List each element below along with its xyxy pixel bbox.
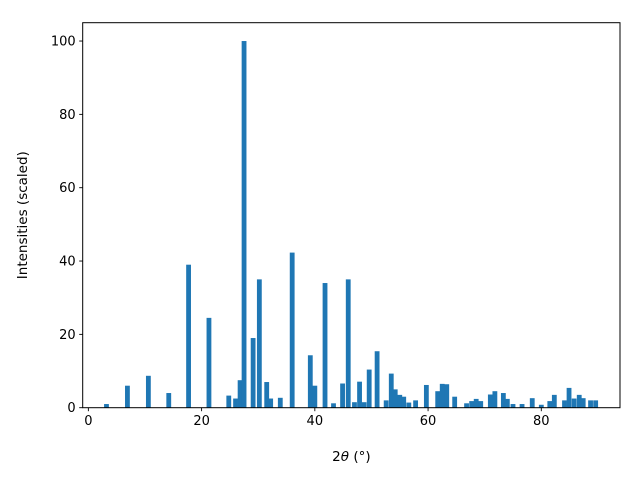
y-tick-label: 100	[51, 35, 76, 50]
bar	[268, 398, 274, 408]
bar	[566, 387, 572, 408]
bar	[452, 396, 458, 408]
bar	[340, 383, 345, 408]
bar	[166, 393, 172, 408]
bar	[519, 404, 525, 408]
bar	[392, 389, 398, 408]
bar	[352, 402, 357, 408]
bar	[374, 351, 380, 408]
bar	[277, 397, 283, 408]
bar	[289, 252, 295, 408]
plot-border	[82, 22, 621, 409]
y-tick-label: 0	[67, 401, 75, 416]
x-tick-label: 60	[420, 414, 437, 429]
x-tick-label: 40	[307, 414, 324, 429]
bar	[125, 385, 130, 408]
bar	[588, 400, 593, 408]
bar	[361, 402, 367, 408]
x-tick-label: 20	[193, 414, 210, 429]
bar	[233, 398, 238, 408]
bar	[580, 398, 586, 408]
ticks-layer: 0 20 40 60 80 0 20 40 60 80 100	[51, 35, 550, 430]
bar	[571, 398, 577, 408]
bar	[104, 404, 109, 408]
y-tick-label: 60	[59, 181, 76, 196]
bar	[366, 369, 372, 408]
bar	[529, 398, 535, 408]
bar	[492, 391, 498, 408]
bar	[487, 394, 493, 408]
y-tick-label: 80	[59, 108, 76, 123]
bar	[576, 394, 582, 408]
bar	[444, 384, 450, 408]
bar	[312, 385, 318, 408]
bar	[547, 401, 553, 408]
bar	[237, 380, 243, 408]
bar	[383, 400, 389, 408]
y-tick-label: 40	[59, 255, 76, 270]
y-axis-label: Intensities (scaled)	[15, 151, 31, 279]
bar	[435, 391, 441, 408]
bar	[145, 375, 151, 408]
bar	[406, 402, 412, 408]
bar	[551, 394, 557, 408]
bar	[397, 394, 403, 408]
bar	[331, 403, 336, 408]
bar	[186, 264, 191, 408]
bar	[500, 393, 506, 408]
bar	[478, 401, 484, 408]
bar	[401, 396, 407, 408]
bar	[256, 279, 262, 408]
bar	[538, 404, 544, 408]
bar	[357, 381, 362, 408]
bar	[510, 404, 516, 408]
bar	[264, 382, 270, 408]
y-tick-label: 20	[59, 328, 76, 343]
bar	[439, 383, 445, 408]
x-tick-label: 80	[533, 414, 550, 429]
bar	[423, 384, 429, 408]
bar	[504, 398, 510, 408]
bar	[206, 317, 212, 408]
bars-layer	[104, 41, 599, 408]
bar	[241, 41, 247, 408]
bar	[473, 398, 479, 408]
bar	[413, 400, 419, 408]
bar	[307, 355, 313, 408]
bar	[593, 400, 599, 408]
bar	[226, 395, 232, 408]
bar	[469, 401, 475, 408]
bar	[322, 283, 328, 408]
bar	[464, 403, 469, 408]
bar	[345, 279, 351, 408]
bar	[250, 338, 256, 408]
bar	[388, 373, 394, 408]
x-axis-label: 2θ (°)	[332, 449, 370, 465]
bar	[562, 400, 567, 408]
x-tick-label: 0	[84, 414, 92, 429]
